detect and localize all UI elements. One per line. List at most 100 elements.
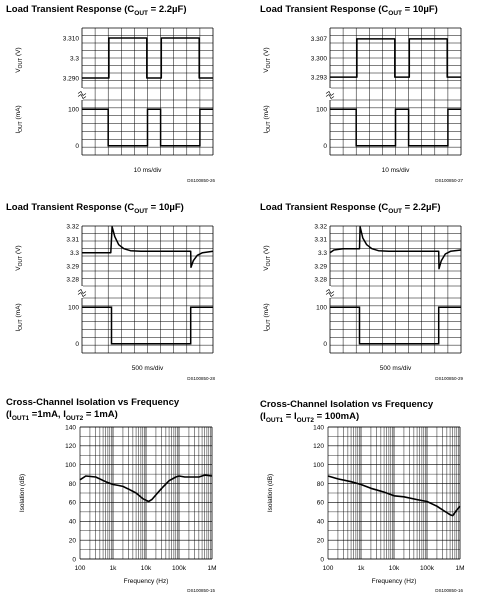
transient-panel-3: Load Transient Response (COUT = 10µF) 3.… bbox=[0, 198, 248, 388]
x-tick-label: 100k bbox=[172, 565, 187, 572]
y-tick-label-iout: 0 bbox=[323, 143, 327, 150]
y-tick-label-iout: 0 bbox=[75, 341, 79, 348]
y-tick-label-vout: 3.28 bbox=[314, 277, 327, 284]
y-tick-label-vout: 3.310 bbox=[63, 35, 80, 42]
figure-id: DS100850-27 bbox=[435, 178, 463, 183]
y-tick-label-iout: 100 bbox=[68, 304, 79, 311]
vout-trace bbox=[330, 38, 461, 78]
isolation-chart-1: 0 20 40 60 80 100 120 140 100 1k 10k 100k 1M Isolatio… bbox=[19, 424, 217, 593]
y-axis-label-vout: VOUT (V) bbox=[15, 47, 24, 72]
transient-panel-1: Load Transient Response (COUT = 2.2µF) 3… bbox=[0, 0, 248, 190]
y-tick-label-vout: 3.32 bbox=[314, 223, 327, 230]
chart-title: Load Transient Response (COUT = 10µF) bbox=[6, 202, 184, 215]
y-axis-label: Isolation (dB) bbox=[267, 474, 274, 512]
isolation-panel-2: Cross-Channel Isolation vs Frequency (IO… bbox=[248, 394, 496, 606]
y-tick-label: 20 bbox=[69, 537, 77, 544]
iout-trace bbox=[82, 306, 213, 345]
y-tick-label-vout: 3.32 bbox=[66, 223, 79, 230]
y-tick-label: 100 bbox=[65, 462, 76, 469]
y-axis-label-vout: VOUT (V) bbox=[263, 245, 272, 270]
y-tick-label-vout: 3.31 bbox=[314, 237, 327, 244]
y-axis-label-vout: VOUT (V) bbox=[263, 47, 272, 72]
x-axis-label: 500 ms/div bbox=[132, 365, 164, 372]
chart-title: Cross-Channel Isolation vs Frequency (IO… bbox=[6, 397, 179, 425]
y-tick-label: 100 bbox=[313, 462, 324, 469]
figure-id: DS100850-28 bbox=[187, 376, 215, 381]
y-tick-label-vout: 3.3 bbox=[70, 55, 79, 62]
iout-trace bbox=[82, 108, 213, 147]
y-tick-label: 0 bbox=[72, 556, 76, 563]
x-axis-label: 10 ms/div bbox=[134, 167, 163, 174]
transient-panel-4: Load Transient Response (COUT = 2.2µF) 3… bbox=[248, 198, 496, 388]
y-tick-label: 140 bbox=[65, 424, 76, 431]
chart-subtitle: (IOUT1 = IOUT2 = 100mA) bbox=[260, 411, 360, 424]
y-tick-label-vout: 3.307 bbox=[311, 36, 328, 43]
figure-id: DS100850-29 bbox=[435, 376, 463, 381]
y-tick-label-iout: 0 bbox=[75, 143, 79, 150]
y-axis-label: Isolation (dB) bbox=[19, 474, 26, 512]
x-tick-label: 1M bbox=[207, 565, 216, 572]
figure-id: DS100850-26 bbox=[187, 178, 215, 183]
y-tick-label-iout: 100 bbox=[316, 304, 327, 311]
y-tick-label-vout: 3.3 bbox=[318, 250, 327, 257]
x-tick-label: 100k bbox=[420, 565, 435, 572]
x-tick-label: 100 bbox=[323, 565, 334, 572]
chart-title: Load Transient Response (COUT = 2.2µF) bbox=[6, 4, 187, 17]
iout-trace bbox=[330, 306, 461, 345]
axis-break-mark bbox=[77, 289, 87, 297]
x-tick-label: 10k bbox=[389, 565, 400, 572]
y-tick-label: 60 bbox=[317, 500, 325, 507]
y-tick-label-iout: 0 bbox=[323, 341, 327, 348]
vout-trace bbox=[82, 37, 213, 79]
figure-id: DS100850-16 bbox=[435, 588, 463, 593]
x-tick-label: 1M bbox=[455, 565, 464, 572]
y-axis-label-iout: IOUT (mA) bbox=[263, 105, 272, 133]
y-tick-label: 120 bbox=[65, 443, 76, 450]
x-axis-label: 10 ms/div bbox=[382, 167, 411, 174]
axis-break-mark bbox=[325, 91, 335, 99]
y-tick-label-vout: 3.28 bbox=[66, 277, 79, 284]
y-tick-label-vout: 3.29 bbox=[314, 263, 327, 270]
y-tick-label-vout: 3.31 bbox=[66, 237, 79, 244]
y-tick-label: 20 bbox=[317, 537, 325, 544]
x-tick-label: 10k bbox=[141, 565, 152, 572]
chart-title: Load Transient Response (COUT = 10µF) bbox=[260, 4, 438, 17]
x-axis-label: Frequency (Hz) bbox=[372, 578, 417, 585]
y-tick-label: 80 bbox=[69, 481, 77, 488]
transient-panel-2: Load Transient Response (COUT = 10µF) 3.… bbox=[248, 0, 496, 190]
isolation-chart-2: 0 20 40 60 80 100 120 140 100 1k 10k 100k 1M Isolatio… bbox=[267, 424, 465, 593]
transient-chart-4: 3.32 3.31 3.3 3.29 3.28 100 0 VOUT (V) IOUT (mA)… bbox=[263, 223, 463, 381]
y-tick-label: 0 bbox=[320, 556, 324, 563]
chart-title: Cross-Channel Isolation vs Frequency (IO… bbox=[260, 399, 433, 427]
x-axis-label: 500 ms/div bbox=[380, 365, 412, 372]
transient-chart-1: 3.310 3.3 3.290 100 0 VOUT (V) IOUT (mA) 10 ms/… bbox=[15, 27, 215, 183]
y-tick-label-iout: 100 bbox=[316, 106, 327, 113]
y-axis-label-iout: IOUT (mA) bbox=[15, 303, 24, 331]
y-tick-label-iout: 100 bbox=[68, 106, 79, 113]
isolation-curve bbox=[327, 475, 461, 517]
vout-trace bbox=[329, 225, 462, 270]
chart-subtitle: (IOUT1 =1mA, IOUT2 = 1mA) bbox=[6, 409, 118, 422]
x-tick-label: 1k bbox=[358, 565, 366, 572]
y-tick-label: 40 bbox=[317, 519, 325, 526]
isolation-panel-1: Cross-Channel Isolation vs Frequency (IO… bbox=[0, 394, 248, 606]
y-axis-label-iout: IOUT (mA) bbox=[263, 303, 272, 331]
y-tick-label: 120 bbox=[313, 443, 324, 450]
y-tick-label-vout: 3.300 bbox=[311, 55, 328, 62]
y-tick-label: 60 bbox=[69, 500, 77, 507]
y-tick-label-vout: 3.290 bbox=[63, 75, 80, 82]
y-axis-label-vout: VOUT (V) bbox=[15, 245, 24, 270]
axis-break-mark bbox=[77, 91, 87, 99]
isolation-curve bbox=[79, 474, 213, 503]
transient-chart-2: 3.307 3.300 3.293 100 0 VOUT (V) IOUT (mA) 10 m… bbox=[263, 27, 463, 183]
y-tick-label: 40 bbox=[69, 519, 77, 526]
y-tick-label-vout: 3.293 bbox=[311, 74, 328, 81]
x-tick-label: 1k bbox=[110, 565, 118, 572]
y-tick-label-vout: 3.29 bbox=[66, 263, 79, 270]
axis-break-mark bbox=[325, 289, 335, 297]
y-tick-label: 140 bbox=[313, 424, 324, 431]
y-tick-label: 80 bbox=[317, 481, 325, 488]
chart-title: Load Transient Response (COUT = 2.2µF) bbox=[260, 202, 441, 215]
iout-trace bbox=[330, 108, 461, 147]
vout-trace bbox=[82, 225, 214, 269]
